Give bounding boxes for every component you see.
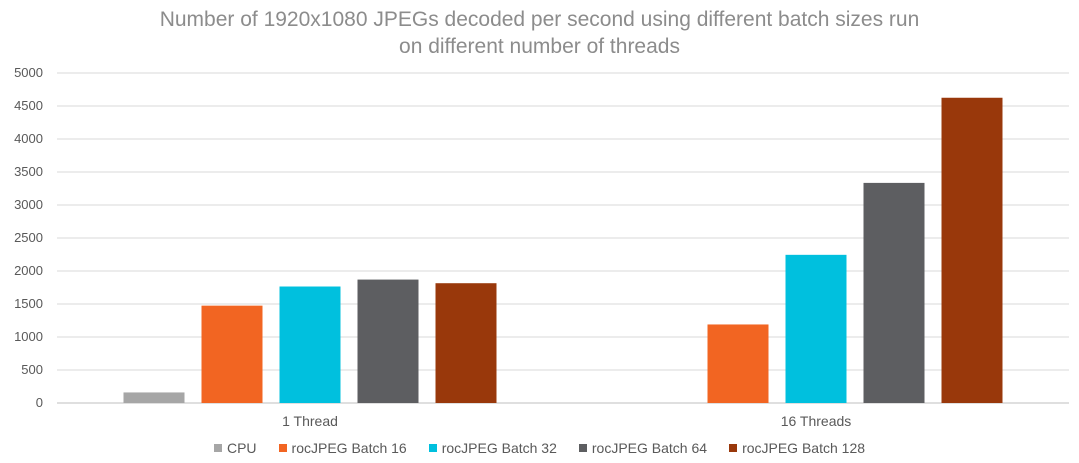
x-category-label: 16 Threads: [781, 413, 852, 429]
y-tick-label: 3000: [14, 197, 43, 212]
bar: [435, 283, 497, 403]
legend-item: rocJPEG Batch 32: [428, 440, 557, 456]
y-tick-label: 500: [21, 362, 43, 377]
legend-swatch: [428, 444, 437, 452]
y-tick-label: 5000: [14, 65, 43, 80]
legend-swatch: [213, 444, 222, 452]
chart-legend: CPU rocJPEG Batch 16 rocJPEG Batch 32 rocJP…: [0, 440, 1079, 456]
chart-title-line-2: on different number of threads: [399, 35, 680, 58]
x-category-label: 1 Thread: [282, 413, 338, 429]
y-tick-label: 3500: [14, 164, 43, 179]
legend-item: rocJPEG Batch 16: [278, 440, 407, 456]
bar: [941, 97, 1003, 403]
legend-item: rocJPEG Batch 128: [729, 440, 865, 456]
y-tick-label: 2000: [14, 263, 43, 278]
bar: [279, 286, 341, 403]
legend-swatch: [578, 444, 587, 452]
legend-label: rocJPEG Batch 64: [591, 440, 708, 456]
y-tick-label: 4500: [14, 98, 43, 113]
y-tick-label: 0: [36, 395, 43, 410]
y-tick-label: 1500: [14, 296, 43, 311]
bar: [357, 279, 419, 403]
legend-label: rocJPEG Batch 32: [441, 440, 557, 456]
legend-swatch: [729, 444, 738, 452]
legend-label: rocJPEG Batch 128: [742, 440, 866, 456]
bar: [201, 305, 263, 403]
bar: [785, 254, 847, 403]
legend-label: CPU: [226, 440, 257, 456]
legend-item: rocJPEG Batch 64: [578, 440, 708, 456]
bar: [123, 392, 185, 403]
chart-title-line-1: Number of 1920x1080 JPEGs decoded per se…: [159, 8, 920, 31]
legend-item: CPU: [213, 440, 257, 456]
y-tick-label: 1000: [14, 329, 43, 344]
legend-swatch: [278, 444, 287, 452]
legend-label: rocJPEG Batch 16: [291, 440, 407, 456]
bar: [707, 324, 769, 403]
y-tick-label: 2500: [14, 230, 43, 245]
bar: [863, 182, 925, 403]
y-tick-label: 4000: [14, 131, 43, 146]
chart-title: Number of 1920x1080 JPEGs decoded per se…: [0, 6, 1079, 60]
